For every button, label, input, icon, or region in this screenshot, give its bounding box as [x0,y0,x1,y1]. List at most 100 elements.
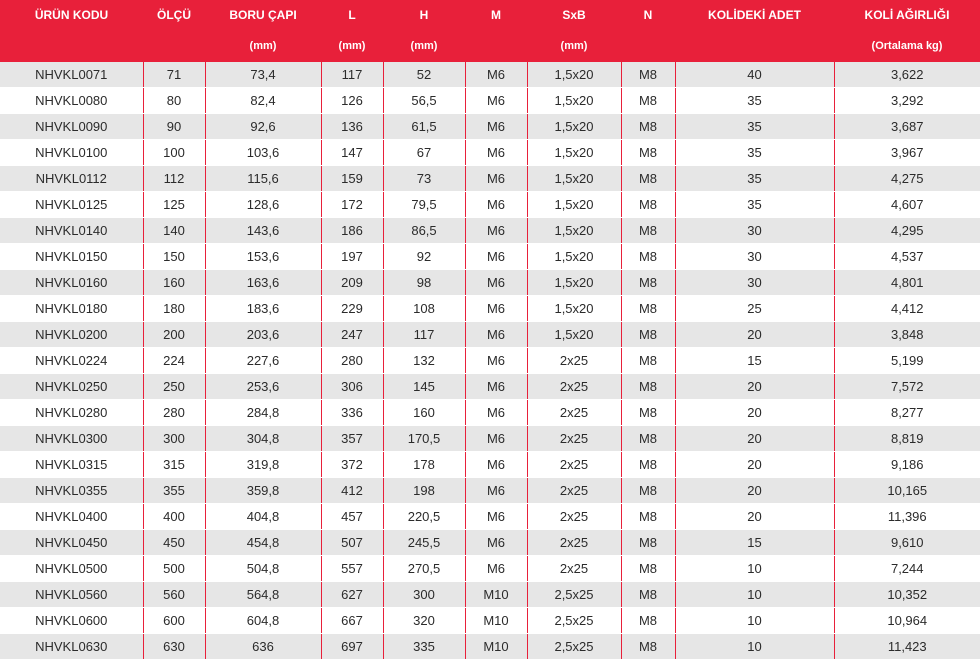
cell-m: M6 [465,425,528,452]
cell-n: M8 [621,243,676,270]
cell-h: 56,5 [383,87,466,114]
cell-box-quantity: 35 [675,139,835,166]
cell-product-code: NHVKL0560 [0,581,144,608]
cell-pipe-diameter: 103,6 [205,139,322,166]
cell-h: 73 [383,165,466,192]
cell-box-quantity: 10 [675,555,835,582]
table-row: NHVKL0400 400 404,8 457 220,5 M6 2x25 M8 20 11,39… [0,503,980,530]
cell-n: M8 [621,425,676,452]
cell-m: M6 [465,269,528,296]
cell-box-quantity: 15 [675,347,835,374]
cell-pipe-diameter: 183,6 [205,295,322,322]
cell-box-weight: 11,423 [834,633,980,660]
cell-product-code: NHVKL0250 [0,373,144,400]
cell-pipe-diameter: 115,6 [205,165,322,192]
cell-box-weight: 9,186 [834,451,980,478]
cell-sxb: 1,5x20 [527,321,622,348]
header-l: L [321,0,383,30]
cell-sxb: 1,5x20 [527,295,622,322]
cell-box-quantity: 35 [675,113,835,140]
cell-n: M8 [621,555,676,582]
cell-product-code: NHVKL0112 [0,165,144,192]
cell-h: 170,5 [383,425,466,452]
cell-l: 117 [321,62,384,88]
table-row: NHVKL0500 500 504,8 557 270,5 M6 2x25 M8 10 7,244 [0,555,980,582]
cell-pipe-diameter: 504,8 [205,555,322,582]
cell-sxb: 2x25 [527,477,622,504]
cell-sxb: 1,5x20 [527,139,622,166]
cell-size: 150 [143,243,206,270]
cell-h: 98 [383,269,466,296]
cell-sxb: 2,5x25 [527,581,622,608]
cell-pipe-diameter: 82,4 [205,87,322,114]
cell-m: M6 [465,295,528,322]
cell-box-quantity: 30 [675,243,835,270]
cell-sxb: 2x25 [527,451,622,478]
header-product-code: ÜRÜN KODU [0,0,143,30]
cell-box-weight: 3,687 [834,113,980,140]
cell-n: M8 [621,451,676,478]
cell-l: 336 [321,399,384,426]
unit-pipe-diameter: (mm) [205,30,321,62]
cell-l: 280 [321,347,384,374]
cell-product-code: NHVKL0450 [0,529,144,556]
cell-product-code: NHVKL0071 [0,62,144,88]
cell-l: 159 [321,165,384,192]
cell-sxb: 1,5x20 [527,165,622,192]
cell-n: M8 [621,607,676,634]
cell-m: M6 [465,555,528,582]
cell-box-quantity: 20 [675,321,835,348]
cell-pipe-diameter: 203,6 [205,321,322,348]
cell-sxb: 1,5x20 [527,113,622,140]
cell-box-quantity: 20 [675,373,835,400]
table-body: NHVKL0071 71 73,4 117 52 M6 1,5x20 M8 40 3,622 NHV… [0,62,980,660]
unit-h: (mm) [383,30,465,62]
cell-box-weight: 4,607 [834,191,980,218]
cell-h: 117 [383,321,466,348]
cell-box-quantity: 20 [675,451,835,478]
unit-m [465,30,527,62]
cell-l: 126 [321,87,384,114]
unit-box-quantity [675,30,834,62]
cell-box-weight: 5,199 [834,347,980,374]
cell-m: M6 [465,62,528,88]
cell-box-weight: 4,295 [834,217,980,244]
cell-m: M6 [465,451,528,478]
cell-sxb: 1,5x20 [527,217,622,244]
cell-product-code: NHVKL0300 [0,425,144,452]
cell-size: 90 [143,113,206,140]
cell-m: M6 [465,113,528,140]
cell-size: 250 [143,373,206,400]
table-row: NHVKL0200 200 203,6 247 117 M6 1,5x20 M8 20 3,848 [0,321,980,348]
cell-l: 627 [321,581,384,608]
cell-size: 280 [143,399,206,426]
cell-sxb: 1,5x20 [527,62,622,88]
cell-h: 270,5 [383,555,466,582]
header-row: ÜRÜN KODU ÖLÇÜ BORU ÇAPI L H M SxB N KOL… [0,0,980,30]
cell-h: 160 [383,399,466,426]
table-row: NHVKL0150 150 153,6 197 92 M6 1,5x20 M8 30 4,537 [0,243,980,270]
table-row: NHVKL0450 450 454,8 507 245,5 M6 2x25 M8 15 9,610 [0,529,980,556]
table-row: NHVKL0355 355 359,8 412 198 M6 2x25 M8 20 10,165 [0,477,980,504]
cell-size: 500 [143,555,206,582]
table-row: NHVKL0112 112 115,6 159 73 M6 1,5x20 M8 35 4,275 [0,165,980,192]
cell-m: M6 [465,217,528,244]
cell-box-weight: 8,819 [834,425,980,452]
cell-m: M6 [465,139,528,166]
table-row: NHVKL0315 315 319,8 372 178 M6 2x25 M8 20 9,186 [0,451,980,478]
unit-n [621,30,675,62]
cell-n: M8 [621,321,676,348]
cell-l: 197 [321,243,384,270]
cell-h: 220,5 [383,503,466,530]
cell-size: 315 [143,451,206,478]
cell-h: 52 [383,62,466,88]
cell-h: 92 [383,243,466,270]
cell-product-code: NHVKL0090 [0,113,144,140]
cell-product-code: NHVKL0500 [0,555,144,582]
cell-pipe-diameter: 284,8 [205,399,322,426]
table-row: NHVKL0100 100 103,6 147 67 M6 1,5x20 M8 35 3,967 [0,139,980,166]
cell-box-weight: 11,396 [834,503,980,530]
cell-pipe-diameter: 564,8 [205,581,322,608]
cell-box-quantity: 35 [675,87,835,114]
